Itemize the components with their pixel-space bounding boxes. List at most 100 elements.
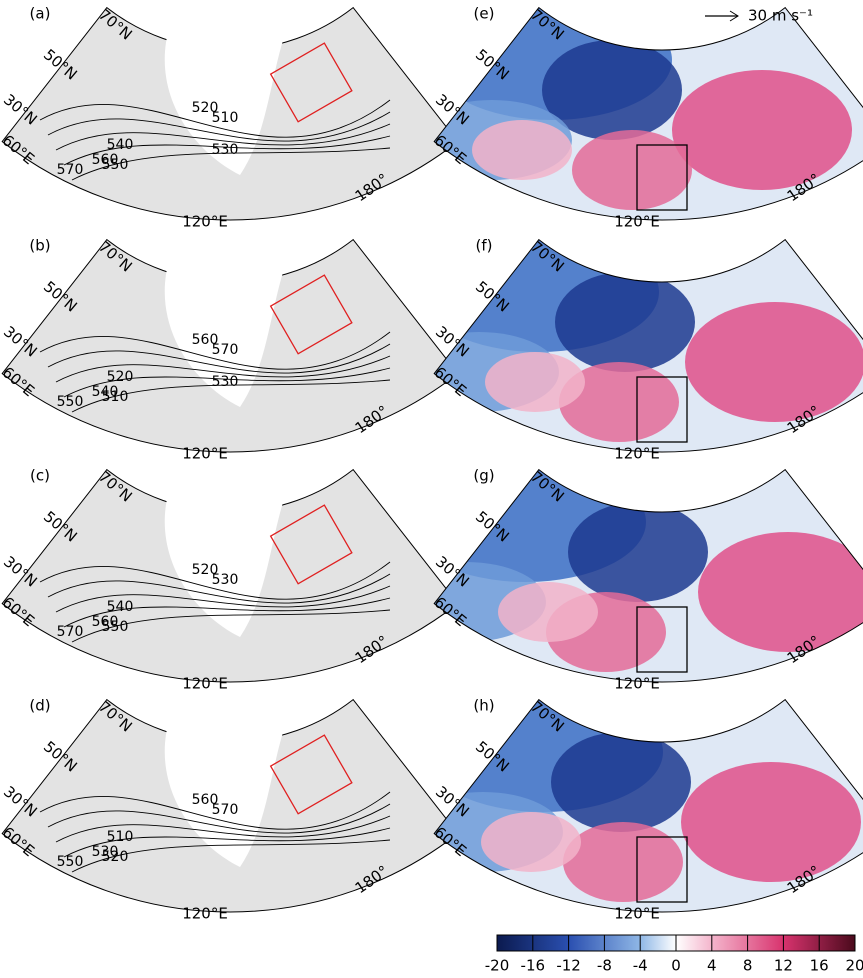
contour-label: 570 (212, 802, 239, 818)
contour-label: 530 (212, 374, 239, 390)
contour-label: 570 (57, 624, 84, 640)
colorbar-tick-label: -4 (633, 957, 648, 975)
region-box (636, 376, 688, 443)
low-region (164, 252, 290, 407)
anomaly-blob (559, 362, 679, 442)
map-label: 120°E (182, 445, 228, 463)
anomaly-blob (563, 822, 683, 902)
contour-label: 560 (92, 614, 119, 630)
map-outline (433, 698, 863, 913)
contour-label: 560 (92, 152, 119, 168)
anomaly-blob (481, 812, 581, 872)
contour-label: 550 (57, 854, 84, 870)
anomaly-blob (472, 120, 572, 180)
panel-label: (g) (473, 467, 494, 485)
anomaly-blob (685, 302, 863, 422)
contour (39, 99, 391, 138)
contour-label: 570 (212, 342, 239, 358)
region-box (269, 274, 353, 355)
map-label: 120°E (614, 905, 660, 923)
contour-label: 520 (102, 849, 129, 865)
reference-arrowhead (729, 10, 739, 22)
panel-label: (h) (473, 697, 494, 715)
contour (71, 609, 391, 643)
colorbar-tick-label: 12 (774, 957, 793, 975)
colorbar-tick-label: 4 (707, 957, 717, 975)
contour-label: 530 (212, 142, 239, 158)
contour-label: 570 (57, 162, 84, 178)
contour-label: 520 (107, 369, 134, 385)
colorbar-tick-label: 8 (743, 957, 753, 975)
anomaly-blob (485, 352, 585, 412)
contour (55, 355, 391, 383)
colorbar-tick-label: -16 (521, 957, 546, 975)
panel-label: (b) (29, 237, 50, 255)
anomaly-blob (555, 272, 695, 372)
anomaly-blob (551, 732, 691, 832)
contour (63, 135, 391, 166)
contour-label: 530 (212, 572, 239, 588)
vector-reference: 30 m s⁻¹ (748, 7, 813, 25)
contour-label: 560 (192, 332, 219, 348)
map-label: 120°E (182, 675, 228, 693)
contour-label: 540 (107, 137, 134, 153)
contour-label: 550 (102, 619, 129, 635)
low-region (164, 20, 290, 175)
anomaly-blob (542, 40, 682, 140)
region-box (636, 144, 688, 211)
contour (63, 597, 391, 628)
anomaly-blob (681, 762, 861, 882)
contour (63, 367, 391, 398)
contour-label: 540 (92, 384, 119, 400)
low-region (164, 712, 290, 867)
contour (47, 573, 391, 604)
map-label: 120°E (614, 213, 660, 231)
contour-label: 510 (107, 829, 134, 845)
colorbar-tick-label: 0 (671, 957, 681, 975)
contour-label: 520 (192, 100, 219, 116)
panel-label: (d) (29, 697, 50, 715)
contour (47, 803, 391, 834)
panel-label: (a) (30, 5, 51, 23)
colorbar-tick-label: 16 (810, 957, 829, 975)
anomaly-blob (672, 70, 852, 190)
contour (71, 147, 391, 181)
anomaly-blob (698, 532, 863, 652)
map-outline (433, 468, 863, 683)
contour (55, 815, 391, 843)
contour (47, 343, 391, 374)
region-box (636, 836, 688, 903)
contour (55, 123, 391, 151)
colorbar-tick-label: -20 (485, 957, 510, 975)
region-box (636, 606, 688, 673)
region-box (269, 504, 353, 585)
contour (71, 839, 391, 873)
contour (39, 791, 391, 830)
contour-label: 510 (212, 110, 239, 126)
contour-label: 510 (102, 389, 129, 405)
contour (47, 111, 391, 142)
contour-label: 520 (192, 562, 219, 578)
contour-label: 560 (192, 792, 219, 808)
map-label: 120°E (182, 905, 228, 923)
colorbar-tick-label: -12 (556, 957, 581, 975)
panel-label: (c) (30, 467, 50, 485)
contour-label: 550 (57, 394, 84, 410)
map-label: 120°E (182, 213, 228, 231)
panel-label: (f) (476, 237, 493, 255)
panel-label: (e) (474, 5, 495, 23)
contour (63, 827, 391, 858)
contour (39, 331, 391, 370)
contour-label: 550 (102, 157, 129, 173)
contour (55, 585, 391, 613)
map-label: 120°E (614, 675, 660, 693)
colorbar-tick-label: -8 (597, 957, 612, 975)
anomaly-blob (568, 502, 708, 602)
contour (71, 379, 391, 413)
anomaly-blob (498, 582, 598, 642)
colorbar-tick-label: 20 (845, 957, 863, 975)
region-box (269, 734, 353, 815)
region-box (269, 42, 353, 123)
contour-label: 540 (107, 599, 134, 615)
